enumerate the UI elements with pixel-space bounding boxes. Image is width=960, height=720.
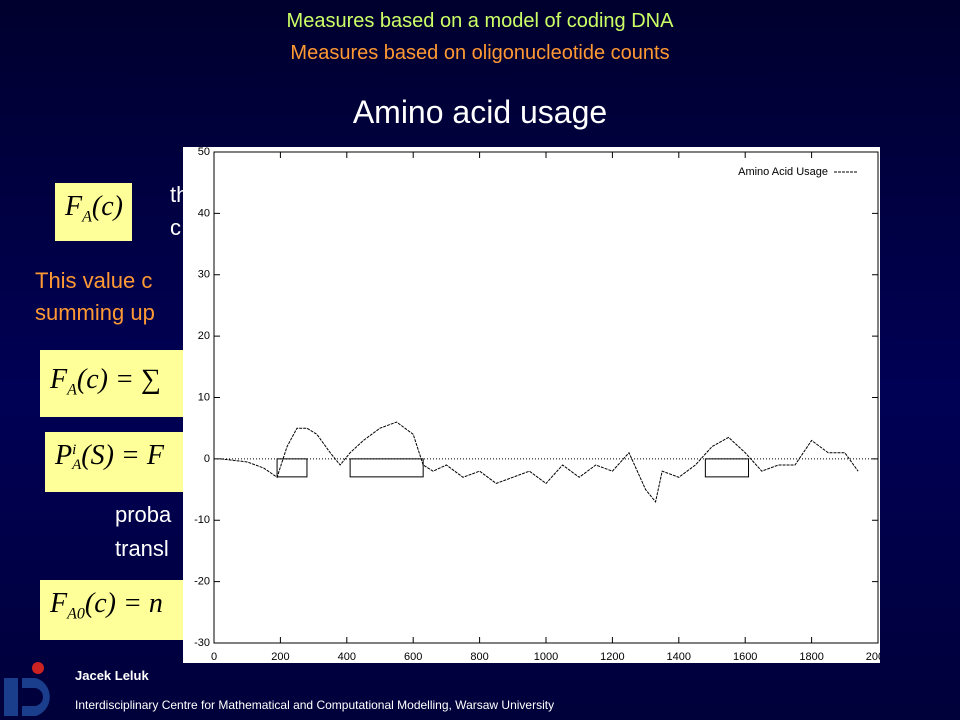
formula: FA(c) [55, 183, 132, 241]
formula-part: A [67, 381, 77, 399]
formula-part: i [72, 441, 77, 458]
header-line: Measures based on oligonucleotide counts [290, 42, 670, 64]
x-tick-label: 1200 [600, 651, 624, 663]
x-tick-label: 200 [271, 651, 289, 663]
x-tick-label: 1400 [667, 651, 691, 663]
formula-part: (c) = n [84, 588, 163, 619]
x-tick-label: 600 [404, 651, 422, 663]
region-box [349, 458, 424, 478]
data-line [220, 421, 859, 503]
x-tick-label: 0 [211, 651, 217, 663]
body-text: summing up [35, 300, 155, 325]
plot-frame [213, 151, 879, 644]
region-box [704, 458, 750, 478]
legend-label: Amino Acid Usage [738, 166, 828, 178]
chart: -30 -20 -10 0 10 20 30 40 50 0 200 400 600 800 1000 120… [183, 147, 880, 663]
region-box [276, 458, 308, 478]
author: Jacek Leluk [75, 668, 149, 683]
x-tick-label: 1600 [733, 651, 757, 663]
body-text: This value c [35, 268, 153, 293]
formula-part: A [82, 208, 92, 226]
y-tick-label: 50 [198, 147, 210, 158]
y-tick-label: 20 [198, 330, 210, 342]
y-tick-label: -30 [194, 637, 210, 649]
formula-part: (c) [91, 191, 123, 222]
y-tick-label: 0 [204, 453, 210, 465]
formula-part: F [50, 364, 68, 395]
body-text: proba [115, 502, 172, 527]
formula-part: F [65, 191, 83, 222]
formula-part: A0 [67, 605, 85, 623]
y-tick-label: 30 [198, 269, 210, 281]
body-text: c [170, 215, 181, 240]
x-tick-label: 800 [470, 651, 488, 663]
formula-part: A [72, 456, 82, 473]
y-tick-label: -10 [194, 514, 210, 526]
x-tick-label: 400 [338, 651, 356, 663]
affiliation: Interdisciplinary Centre for Mathematica… [75, 698, 555, 712]
formula-part: F [50, 588, 68, 619]
logo [4, 662, 50, 716]
formula: FA0(c) = n [40, 580, 210, 640]
x-tick-label: 1000 [534, 651, 558, 663]
x-tick-label: 1800 [799, 651, 823, 663]
formula-part: (S) = F [81, 440, 164, 471]
formula-part: (c) = ∑ [76, 364, 161, 395]
formula-part: P [55, 440, 73, 471]
x-tick-label: 2000 [866, 651, 880, 663]
logo-part [4, 678, 18, 716]
slide-title: Amino acid usage [352, 94, 608, 130]
y-tick-label: 10 [198, 391, 210, 403]
logo-part [22, 678, 50, 716]
logo-part [32, 662, 44, 674]
y-tick-label: -20 [194, 576, 210, 588]
body-text: transl [115, 536, 169, 561]
header-line: Measures based on a model of coding DNA [286, 10, 674, 32]
y-tick-label: 40 [198, 207, 210, 219]
